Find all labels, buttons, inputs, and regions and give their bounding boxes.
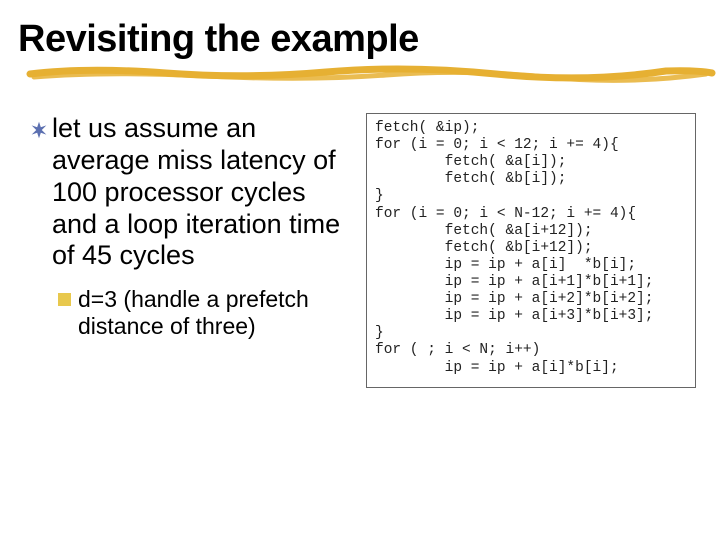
code-listing: fetch( &ip); for (i = 0; i < 12; i += 4)… [375,120,687,377]
bullet-level-2: d=3 (handle a prefetch distance of three… [56,286,348,340]
bullet-level-1: let us assume an average miss latency of… [28,113,348,272]
bullet2-text: d=3 (handle a prefetch distance of three… [78,286,348,340]
title-area: Revisiting the example [0,0,720,79]
slide-title: Revisiting the example [18,18,720,61]
right-column: fetch( &ip); for (i = 0; i < 12; i += 4)… [366,113,696,388]
bullet2-glyph [58,293,71,306]
slide: Revisiting the example let us assume an … [0,0,720,540]
title-underline [26,65,716,79]
left-column: let us assume an average miss latency of… [28,113,348,388]
square-bullet-icon [56,291,74,309]
slide-body: let us assume an average miss latency of… [0,79,720,388]
code-box: fetch( &ip); for (i = 0; i < 12; i += 4)… [366,113,696,388]
bullet1-text: let us assume an average miss latency of… [52,113,348,272]
bullet1-glyph [32,122,47,139]
maltese-cross-icon [28,119,50,141]
